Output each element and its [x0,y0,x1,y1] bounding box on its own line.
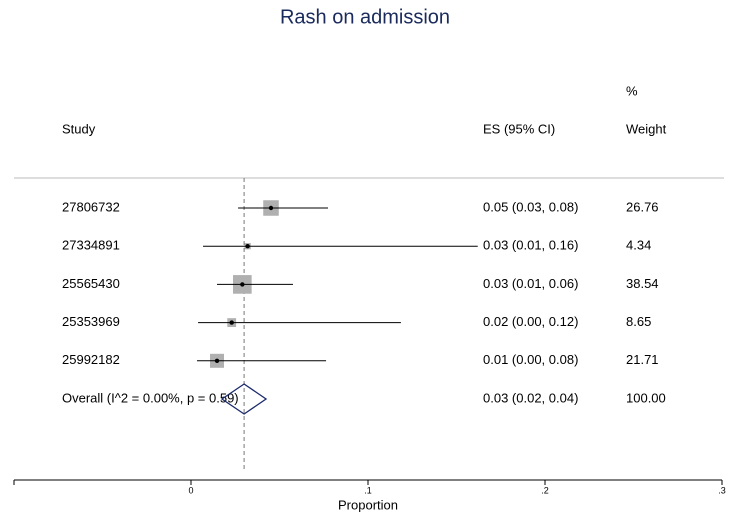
study-label: 25992182 [62,352,120,367]
header: % [626,83,638,98]
overall-label: Overall (I^2 = 0.00%, p = 0.59) [62,390,239,405]
weight-label: 21.71 [626,352,659,367]
es-label: 0.03 (0.02, 0.04) [483,390,578,405]
weight-label: 38.54 [626,276,659,291]
x-axis-label: Proportion [338,497,398,512]
chart-title: Rash on admission [280,6,450,28]
weight-label: 26.76 [626,199,659,214]
x-tick-label: .2 [541,485,549,495]
weight-label: 100.00 [626,390,666,405]
overall-diamond [220,383,268,415]
point-estimate [268,205,274,211]
study-label: 27334891 [62,238,120,253]
point-estimate [214,358,220,363]
point-estimate [229,320,234,325]
es-label: 0.01 (0.00, 0.08) [483,352,578,367]
point-estimate [245,244,250,249]
x-tick-label: 0 [188,485,193,495]
header: Study [62,121,96,136]
x-tick-label: .1 [364,485,372,495]
es-label: 0.02 (0.00, 0.12) [483,314,578,329]
header: ES (95% CI) [483,121,555,136]
weight-label: 8.65 [626,314,651,329]
header: Weight [626,121,667,136]
es-label: 0.03 (0.01, 0.16) [483,238,578,253]
x-tick-label: .3 [718,485,726,495]
point-estimate [240,282,245,287]
study-label: 25565430 [62,276,120,291]
es-label: 0.03 (0.01, 0.06) [483,276,578,291]
study-label: 25353969 [62,314,120,329]
es-label: 0.05 (0.03, 0.08) [483,199,578,214]
weight-label: 4.34 [626,238,651,253]
study-label: 27806732 [62,199,120,214]
